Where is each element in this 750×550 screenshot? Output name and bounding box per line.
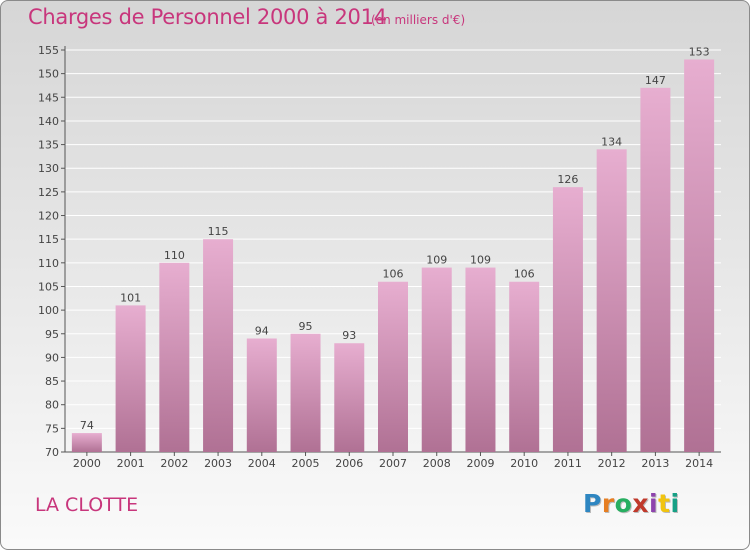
proxiti-logo: Proxiti [583,489,680,518]
data-labels: 74 101 110 115 94 95 93 106 109 109 106 126 134 147 15… [80,45,710,432]
chart-title: Charges de Personnel 2000 à 2014 [28,5,387,29]
data-label: 153 [689,45,710,58]
y-tick-label: 145 [38,91,59,104]
bar [290,333,321,452]
bar [640,87,671,452]
data-label: 147 [645,74,666,87]
y-tick-label: 130 [38,162,59,175]
logo-letter: i [649,489,659,518]
bar [509,281,540,452]
y-tick-label: 90 [45,351,59,364]
y-tick-label: 140 [38,115,59,128]
x-tick-label: 2010 [510,457,538,470]
bar [203,239,234,452]
bars [71,59,715,453]
chart-unit: (en milliers d'€) [371,13,466,27]
bar [159,262,190,452]
x-tick-label: 2005 [292,457,320,470]
bar [552,187,583,452]
data-label: 94 [255,324,269,337]
logo-letter: x [632,489,649,518]
data-label: 93 [342,329,356,342]
data-label: 106 [383,268,404,281]
x-tick-label: 2011 [554,457,582,470]
data-label: 101 [120,291,141,304]
bar [378,281,408,452]
data-label: 95 [299,320,313,333]
x-tick-label: 2001 [117,457,145,470]
y-tick-label: 105 [38,280,59,293]
bar [596,149,627,453]
x-tick-label: 2002 [160,457,188,470]
y-tick-label: 120 [38,210,59,223]
logo-letter: P [583,489,602,518]
x-tick-label: 2012 [598,457,626,470]
x-tick-label: 2006 [335,457,363,470]
y-tick-label: 125 [38,186,59,199]
x-tick-label: 2008 [423,457,451,470]
y-tick-label: 85 [45,375,59,388]
data-label: 109 [426,254,447,267]
bar [334,343,365,452]
y-tick-label: 135 [38,139,59,152]
data-label: 115 [208,225,229,238]
bar [465,267,496,452]
bar [71,433,102,452]
data-label: 126 [557,173,578,186]
logo-letter: t [658,489,671,518]
y-tick-label: 100 [38,304,59,317]
data-label: 74 [80,419,94,432]
data-label: 106 [514,268,535,281]
y-tick-label: 80 [45,399,59,412]
x-tick-label: 2013 [641,457,669,470]
x-tick-label: 2000 [73,457,101,470]
x-tick-label: 2003 [204,457,232,470]
y-tick-label: 75 [45,422,59,435]
data-label: 109 [470,254,491,267]
x-tick-label: 2009 [466,457,494,470]
data-label: 134 [601,135,622,148]
x-tick-label: 2004 [248,457,276,470]
y-tick-label: 115 [38,233,59,246]
bar [421,267,452,452]
logo-letter: i [670,489,680,518]
commune-name: LA CLOTTE [35,494,139,516]
data-label: 110 [164,249,185,262]
x-tick-label: 2014 [685,457,713,470]
y-tick-label: 110 [38,257,59,270]
bar [115,305,146,452]
bar [246,338,277,452]
y-tick-label: 150 [38,68,59,81]
logo-letter: o [614,489,633,518]
x-tick-label: 2007 [379,457,407,470]
bar [684,59,715,452]
y-tick-label: 95 [45,328,59,341]
y-tick-label: 70 [45,446,59,459]
y-tick-label: 155 [38,44,59,57]
logo-letter: r [601,489,615,518]
